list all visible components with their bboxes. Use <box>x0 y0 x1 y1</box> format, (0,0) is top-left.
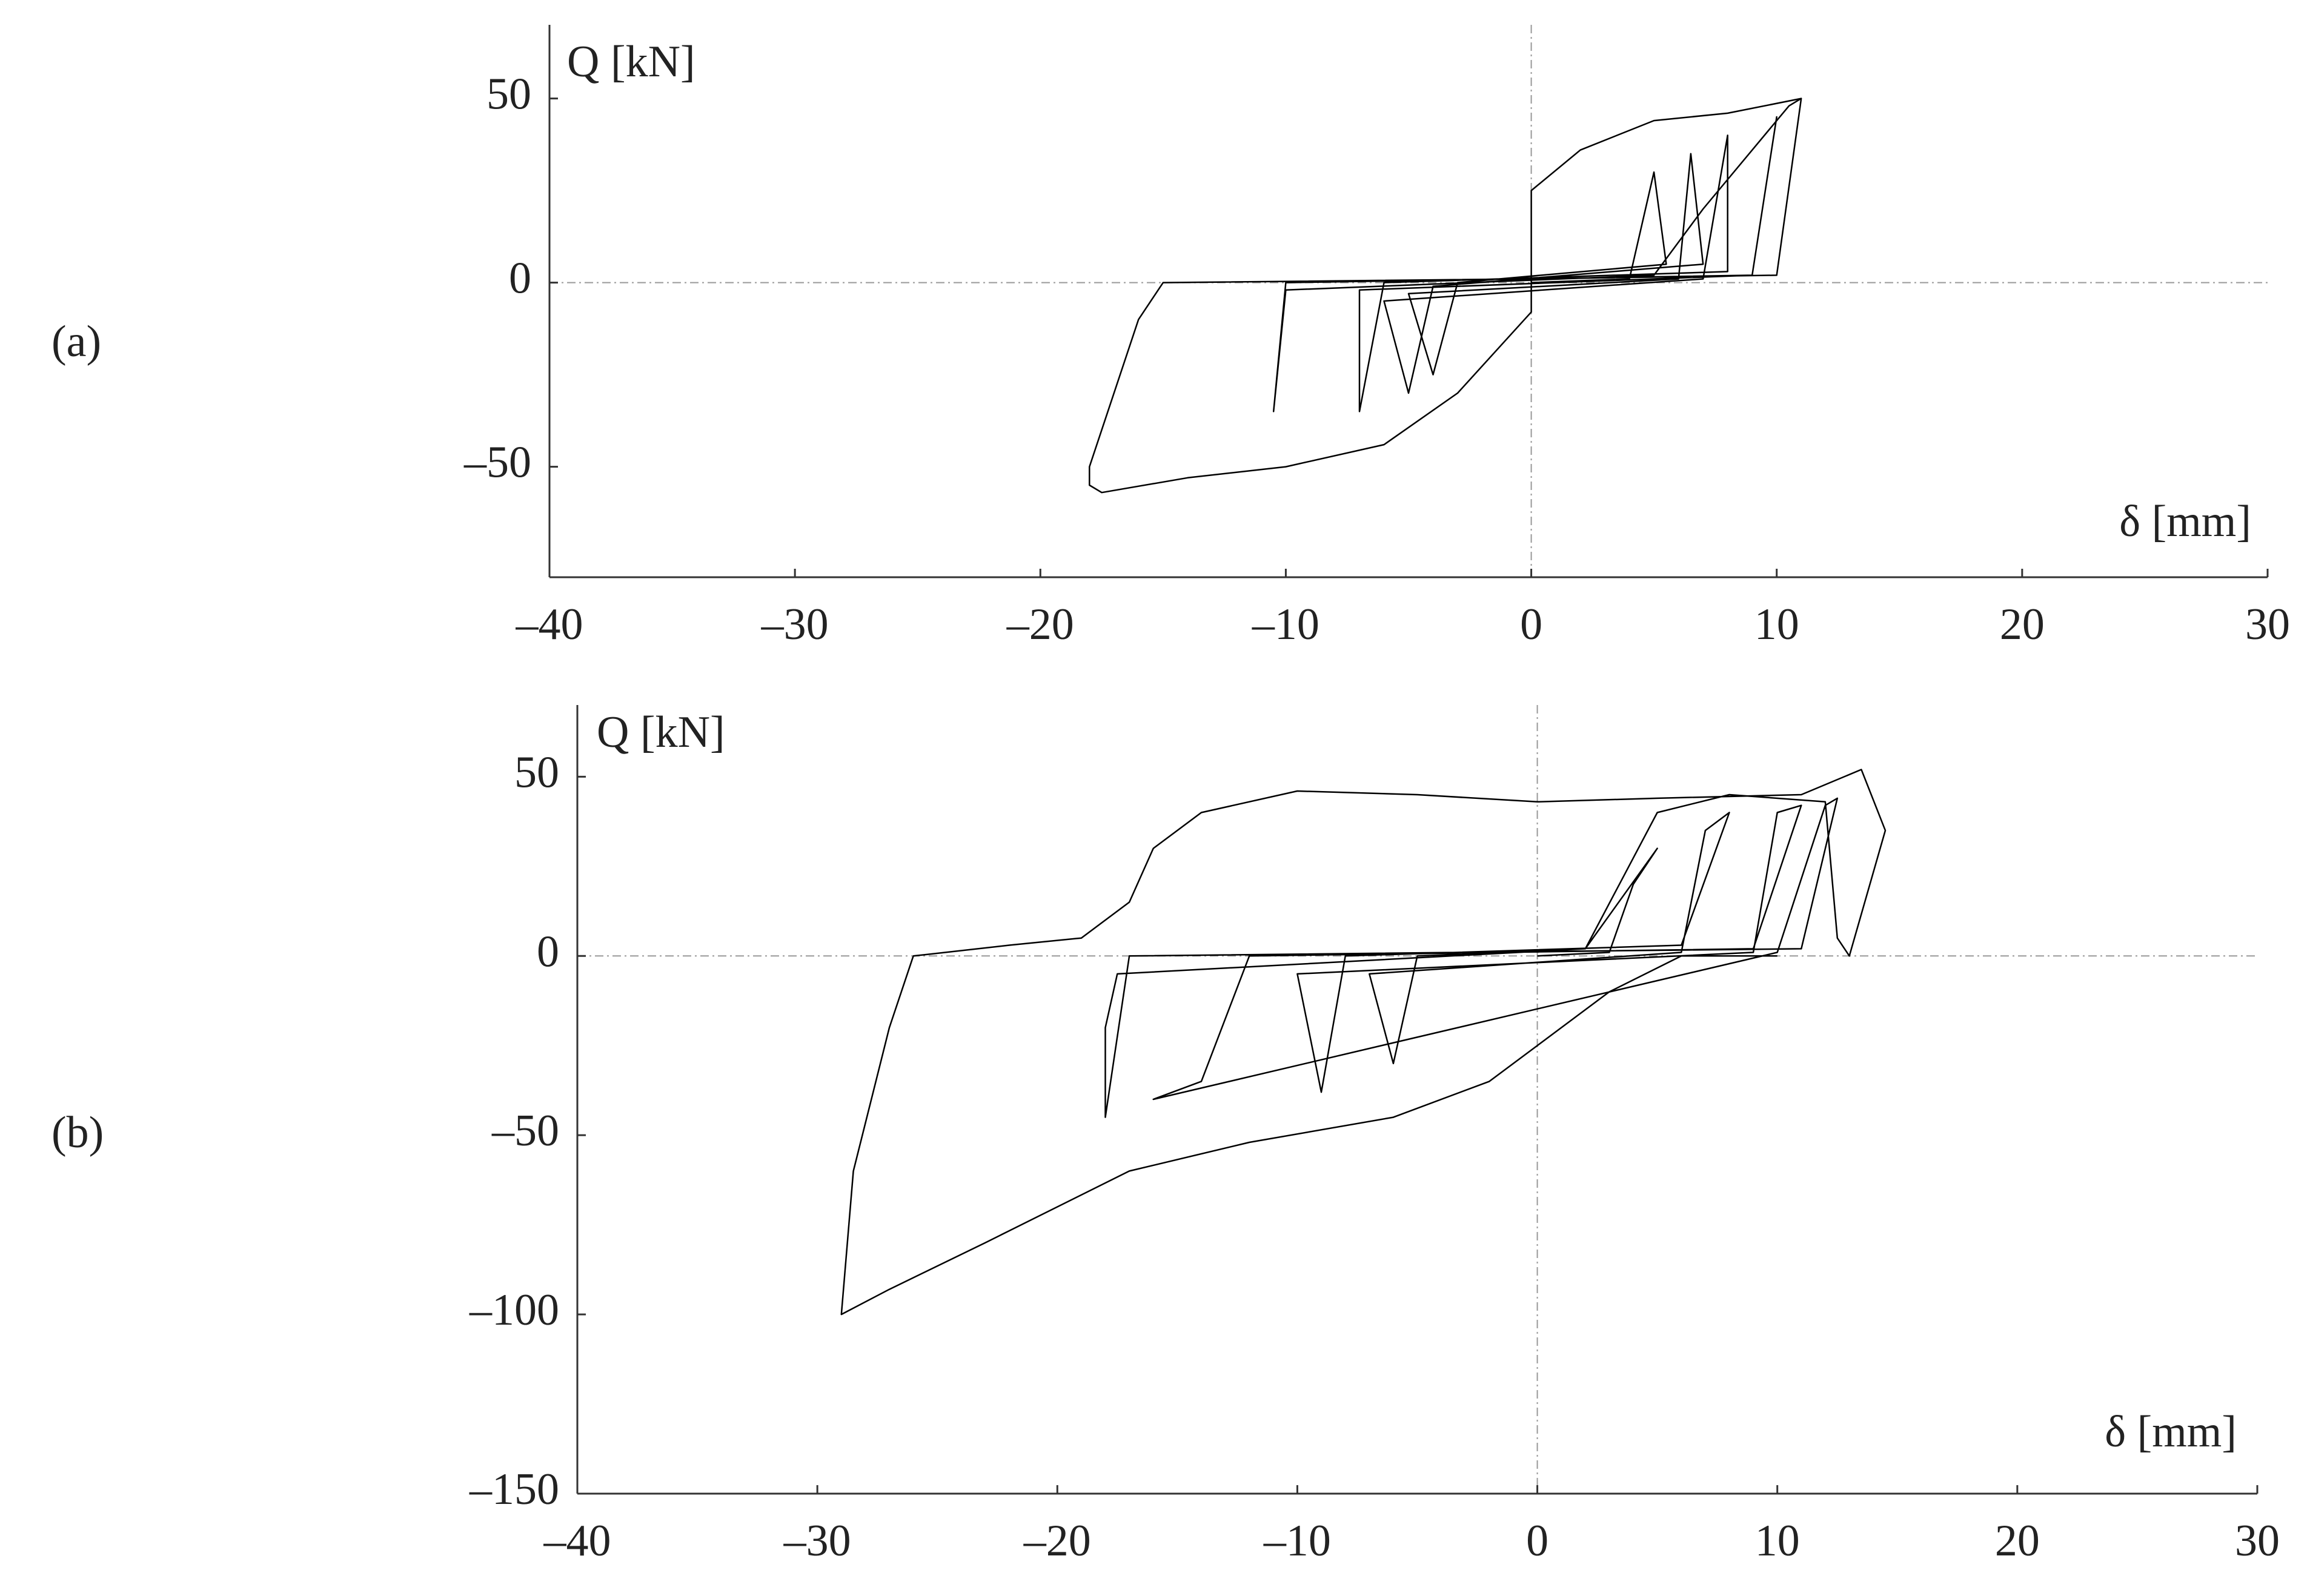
x-tick-label: 10 <box>1755 1516 1800 1566</box>
x-tick-label: –20 <box>1023 1516 1091 1566</box>
y-tick-label: –150 <box>469 1465 559 1514</box>
x-tick-label: 20 <box>1995 1516 2040 1566</box>
hysteresis-curve <box>840 769 1887 1316</box>
x-tick-label: 0 <box>1520 600 1542 649</box>
x-axis-label: δ [mm] <box>2105 1407 2237 1457</box>
x-tick-label: –10 <box>1252 600 1319 649</box>
x-tick-label: –20 <box>1006 600 1074 649</box>
y-axis-label: Q [kN] <box>597 707 725 757</box>
x-tick-label: –40 <box>516 600 583 649</box>
y-tick-label: 0 <box>537 927 559 976</box>
y-tick-label: 50 <box>514 747 559 797</box>
x-tick-label: –30 <box>783 1516 851 1566</box>
y-tick-label: 50 <box>486 70 531 119</box>
x-tick-label: 30 <box>2245 600 2290 649</box>
x-axis-label: δ [mm] <box>2119 497 2251 546</box>
x-tick-label: 0 <box>1526 1516 1548 1566</box>
y-tick-label: –50 <box>491 1106 559 1156</box>
panel-label: (b) <box>51 1108 104 1157</box>
panel-label: (a) <box>51 317 101 366</box>
x-tick-label: 20 <box>2000 600 2045 649</box>
y-tick-label: –50 <box>463 438 531 488</box>
x-tick-label: 10 <box>1754 600 1799 649</box>
x-tick-label: –30 <box>761 600 829 649</box>
y-tick-label: 0 <box>509 254 531 303</box>
hysteresis-curve <box>1089 98 1802 494</box>
y-axis-label: Q [kN] <box>567 37 695 87</box>
y-tick-label: –100 <box>469 1285 559 1335</box>
x-tick-label: 30 <box>2235 1516 2280 1566</box>
x-tick-label: –40 <box>543 1516 611 1566</box>
x-tick-label: –10 <box>1263 1516 1331 1566</box>
